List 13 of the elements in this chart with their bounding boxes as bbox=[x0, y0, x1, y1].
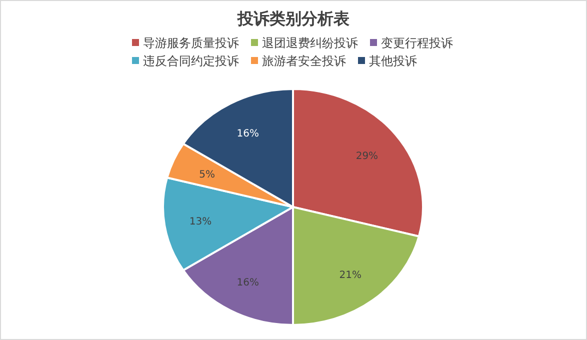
legend-label: 退团退费纠纷投诉 bbox=[262, 36, 358, 50]
data-label: 29% bbox=[356, 150, 378, 162]
data-label: 21% bbox=[339, 270, 362, 282]
chart-title: 投诉类别分析表 bbox=[236, 9, 350, 28]
legend-label: 变更行程投诉 bbox=[381, 36, 453, 50]
legend-label: 导游服务质量投诉 bbox=[143, 36, 239, 50]
data-label: 13% bbox=[189, 216, 212, 228]
data-label: 5% bbox=[199, 169, 216, 180]
data-label: 16% bbox=[236, 128, 260, 140]
legend-label: 其他投诉 bbox=[369, 54, 417, 68]
legend-label: 旅游者安全投诉 bbox=[262, 54, 346, 68]
data-label: 16% bbox=[236, 277, 260, 288]
legend-label: 违反合同约定投诉 bbox=[143, 54, 239, 68]
